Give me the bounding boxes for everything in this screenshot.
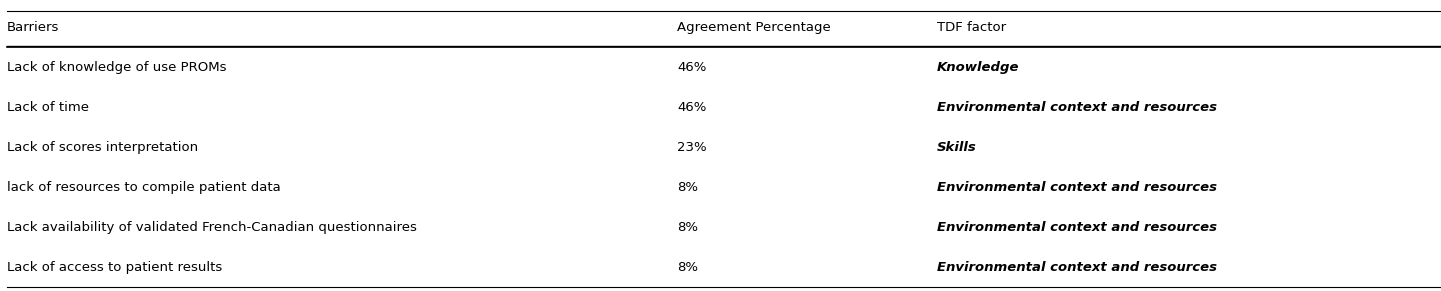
Text: Lack of time: Lack of time xyxy=(7,101,89,114)
Text: Lack of scores interpretation: Lack of scores interpretation xyxy=(7,141,199,154)
Text: 8%: 8% xyxy=(677,260,699,274)
Text: lack of resources to compile patient data: lack of resources to compile patient dat… xyxy=(7,181,281,194)
Text: TDF factor: TDF factor xyxy=(937,21,1006,34)
Text: Lack availability of validated French-Canadian questionnaires: Lack availability of validated French-Ca… xyxy=(7,221,416,234)
Text: Environmental context and resources: Environmental context and resources xyxy=(937,101,1216,114)
Text: 8%: 8% xyxy=(677,181,699,194)
Text: Lack of knowledge of use PROMs: Lack of knowledge of use PROMs xyxy=(7,61,226,74)
Text: Agreement Percentage: Agreement Percentage xyxy=(677,21,831,34)
Text: 23%: 23% xyxy=(677,141,708,154)
Text: Lack of access to patient results: Lack of access to patient results xyxy=(7,260,222,274)
Text: 46%: 46% xyxy=(677,61,706,74)
Text: 46%: 46% xyxy=(677,101,706,114)
Text: Environmental context and resources: Environmental context and resources xyxy=(937,181,1216,194)
Text: Environmental context and resources: Environmental context and resources xyxy=(937,221,1216,234)
Text: Barriers: Barriers xyxy=(7,21,59,34)
Text: Knowledge: Knowledge xyxy=(937,61,1019,74)
Text: Skills: Skills xyxy=(937,141,977,154)
Text: 8%: 8% xyxy=(677,221,699,234)
Text: Environmental context and resources: Environmental context and resources xyxy=(937,260,1216,274)
